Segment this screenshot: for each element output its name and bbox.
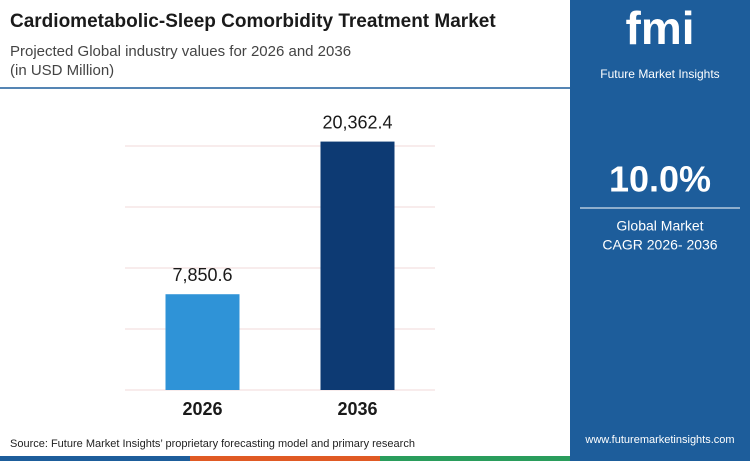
- logo: fmi: [626, 2, 695, 54]
- source-note: Source: Future Market Insights’ propriet…: [10, 438, 415, 450]
- value-label: 7,850.6: [172, 265, 232, 285]
- bar: [320, 141, 395, 390]
- x-tick-label: 2036: [337, 399, 377, 419]
- cagr-value: 10.0%: [609, 159, 711, 200]
- footer-stripe: [0, 456, 190, 461]
- sidebar: [570, 0, 750, 461]
- chart-subtitle: Projected Global industry values for 202…: [10, 43, 351, 60]
- brand-name: Future Market Insights: [600, 67, 719, 81]
- chart-subtitle: (in USD Million): [10, 62, 114, 79]
- footer-stripe: [570, 456, 750, 461]
- value-label: 20,362.4: [322, 112, 392, 132]
- bar: [165, 294, 240, 390]
- footer-stripe: [190, 456, 380, 461]
- cagr-label: CAGR 2026- 2036: [602, 237, 717, 253]
- cagr-label: Global Market: [616, 218, 703, 234]
- x-tick-label: 2026: [182, 399, 222, 419]
- chart-title: Cardiometabolic-Sleep Comorbidity Treatm…: [10, 11, 496, 32]
- website: www.futuremarketinsights.com: [584, 434, 734, 446]
- footer-stripe: [380, 456, 570, 461]
